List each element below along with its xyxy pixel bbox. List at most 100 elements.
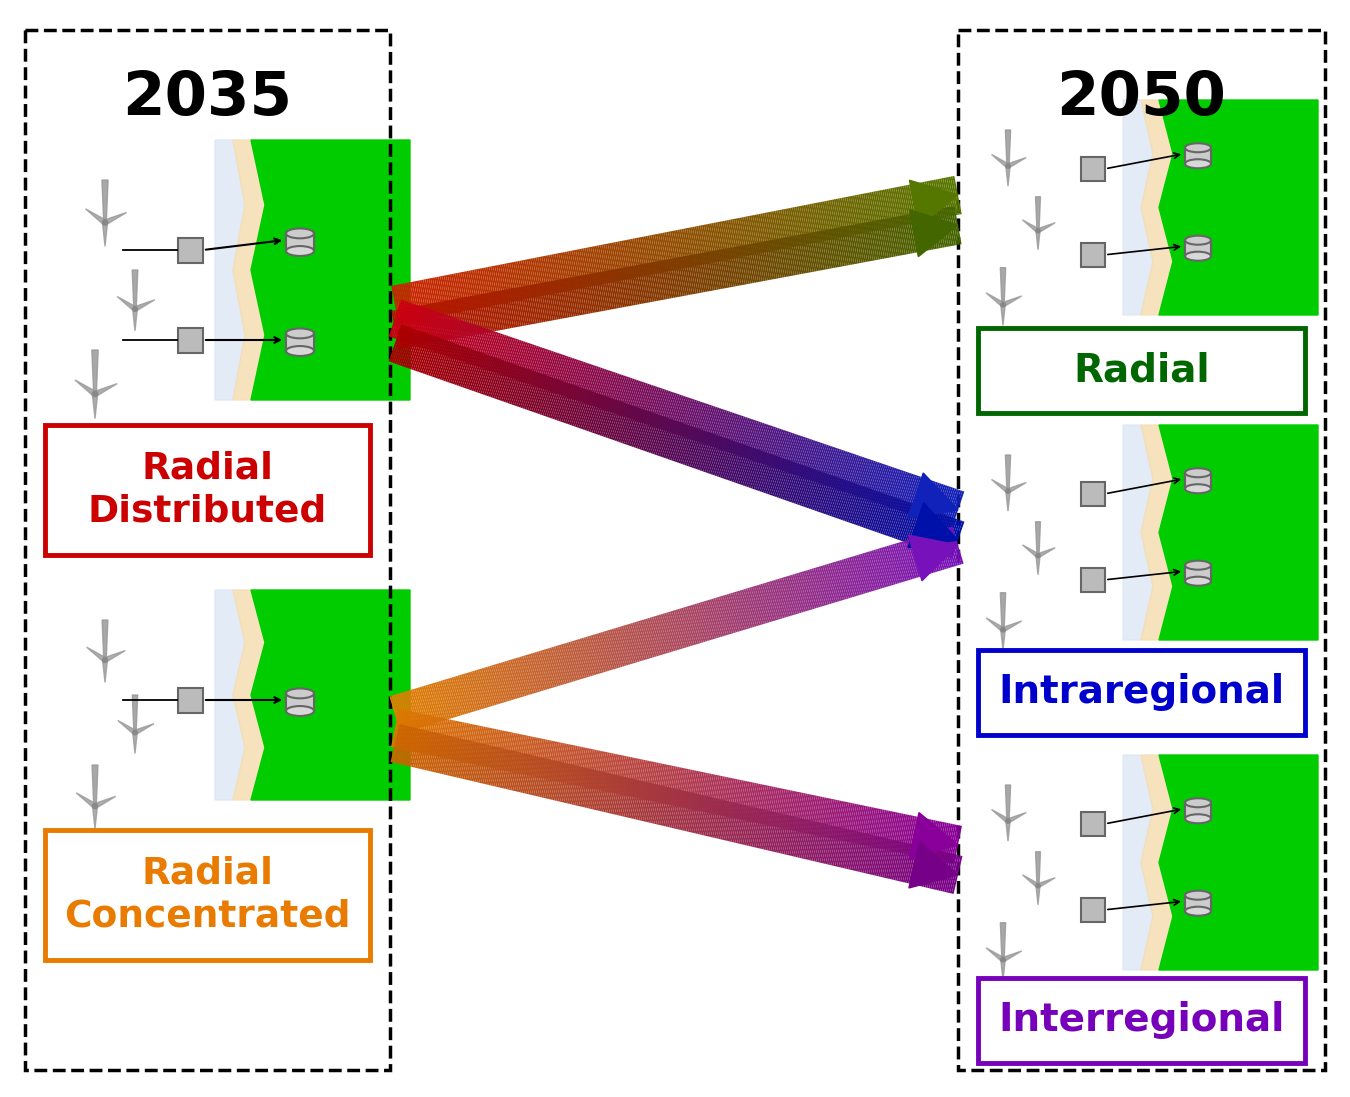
Polygon shape	[215, 590, 244, 800]
Polygon shape	[1123, 100, 1153, 315]
Polygon shape	[215, 140, 244, 400]
Circle shape	[1006, 163, 1010, 168]
Polygon shape	[134, 724, 154, 735]
Ellipse shape	[1185, 468, 1211, 477]
Polygon shape	[1002, 621, 1022, 632]
Polygon shape	[132, 695, 138, 733]
Ellipse shape	[1185, 561, 1211, 569]
Polygon shape	[95, 796, 116, 808]
Text: 2035: 2035	[123, 68, 293, 127]
Polygon shape	[45, 425, 370, 555]
Polygon shape	[234, 140, 265, 400]
Polygon shape	[1123, 425, 1153, 640]
Polygon shape	[1035, 522, 1041, 556]
Polygon shape	[134, 299, 155, 312]
Polygon shape	[1037, 878, 1056, 887]
Polygon shape	[1006, 821, 1010, 841]
Ellipse shape	[1185, 484, 1211, 494]
Ellipse shape	[286, 706, 315, 716]
Polygon shape	[910, 210, 958, 257]
Polygon shape	[1081, 897, 1106, 921]
Polygon shape	[1000, 592, 1006, 630]
Circle shape	[93, 803, 97, 808]
Polygon shape	[1022, 219, 1040, 233]
Circle shape	[132, 731, 138, 735]
Polygon shape	[103, 620, 108, 660]
Circle shape	[103, 220, 108, 225]
Circle shape	[1000, 303, 1006, 307]
Polygon shape	[1007, 813, 1026, 823]
Polygon shape	[117, 721, 136, 734]
Text: Radial: Radial	[1073, 351, 1210, 389]
Ellipse shape	[1185, 814, 1211, 823]
Circle shape	[1035, 554, 1040, 557]
Text: 2050: 2050	[1057, 68, 1226, 127]
Text: Intraregional: Intraregional	[999, 672, 1285, 711]
Ellipse shape	[1185, 251, 1211, 261]
Polygon shape	[1037, 223, 1056, 233]
Polygon shape	[45, 830, 370, 960]
Polygon shape	[910, 180, 958, 227]
Polygon shape	[910, 813, 958, 859]
Polygon shape	[1141, 425, 1173, 640]
Polygon shape	[907, 502, 958, 547]
Ellipse shape	[286, 328, 315, 338]
Polygon shape	[986, 293, 1004, 306]
Polygon shape	[1000, 923, 1006, 960]
Polygon shape	[1185, 240, 1211, 257]
Polygon shape	[1141, 755, 1173, 970]
Circle shape	[1000, 627, 1006, 632]
Ellipse shape	[1185, 799, 1211, 807]
Polygon shape	[132, 270, 138, 309]
Polygon shape	[95, 384, 117, 396]
Circle shape	[1000, 958, 1006, 962]
Polygon shape	[92, 394, 97, 419]
Polygon shape	[1081, 157, 1106, 181]
Polygon shape	[1000, 305, 1006, 326]
Polygon shape	[1160, 755, 1318, 970]
Polygon shape	[1037, 547, 1056, 557]
Circle shape	[103, 657, 108, 663]
Polygon shape	[177, 237, 202, 262]
Polygon shape	[977, 979, 1305, 1063]
Polygon shape	[1006, 131, 1011, 166]
Polygon shape	[1035, 851, 1041, 885]
Polygon shape	[104, 213, 127, 225]
Ellipse shape	[1185, 159, 1211, 168]
Polygon shape	[977, 651, 1305, 735]
Polygon shape	[92, 765, 99, 806]
Polygon shape	[1081, 242, 1106, 267]
Polygon shape	[132, 733, 138, 754]
Polygon shape	[286, 693, 315, 711]
Polygon shape	[1185, 148, 1211, 163]
Polygon shape	[1000, 268, 1006, 305]
Polygon shape	[117, 296, 136, 310]
Polygon shape	[1035, 556, 1040, 575]
Polygon shape	[86, 647, 107, 661]
Polygon shape	[1035, 885, 1040, 905]
Ellipse shape	[1185, 144, 1211, 152]
Polygon shape	[1185, 473, 1211, 489]
Polygon shape	[986, 948, 1004, 961]
Ellipse shape	[286, 228, 315, 238]
Ellipse shape	[1185, 891, 1211, 900]
Ellipse shape	[286, 346, 315, 355]
Polygon shape	[286, 333, 315, 351]
Polygon shape	[92, 350, 99, 394]
Ellipse shape	[1185, 577, 1211, 586]
Polygon shape	[85, 208, 107, 225]
Ellipse shape	[286, 689, 315, 699]
Polygon shape	[104, 651, 126, 663]
Polygon shape	[103, 223, 108, 247]
Polygon shape	[1185, 803, 1211, 818]
Polygon shape	[74, 380, 96, 396]
Polygon shape	[991, 810, 1010, 823]
Polygon shape	[1141, 100, 1173, 315]
Polygon shape	[1022, 874, 1040, 887]
Polygon shape	[76, 793, 96, 808]
Text: Interregional: Interregional	[998, 1000, 1285, 1039]
Ellipse shape	[286, 246, 315, 256]
Polygon shape	[103, 180, 108, 223]
Polygon shape	[1006, 491, 1010, 511]
Polygon shape	[1022, 545, 1040, 557]
